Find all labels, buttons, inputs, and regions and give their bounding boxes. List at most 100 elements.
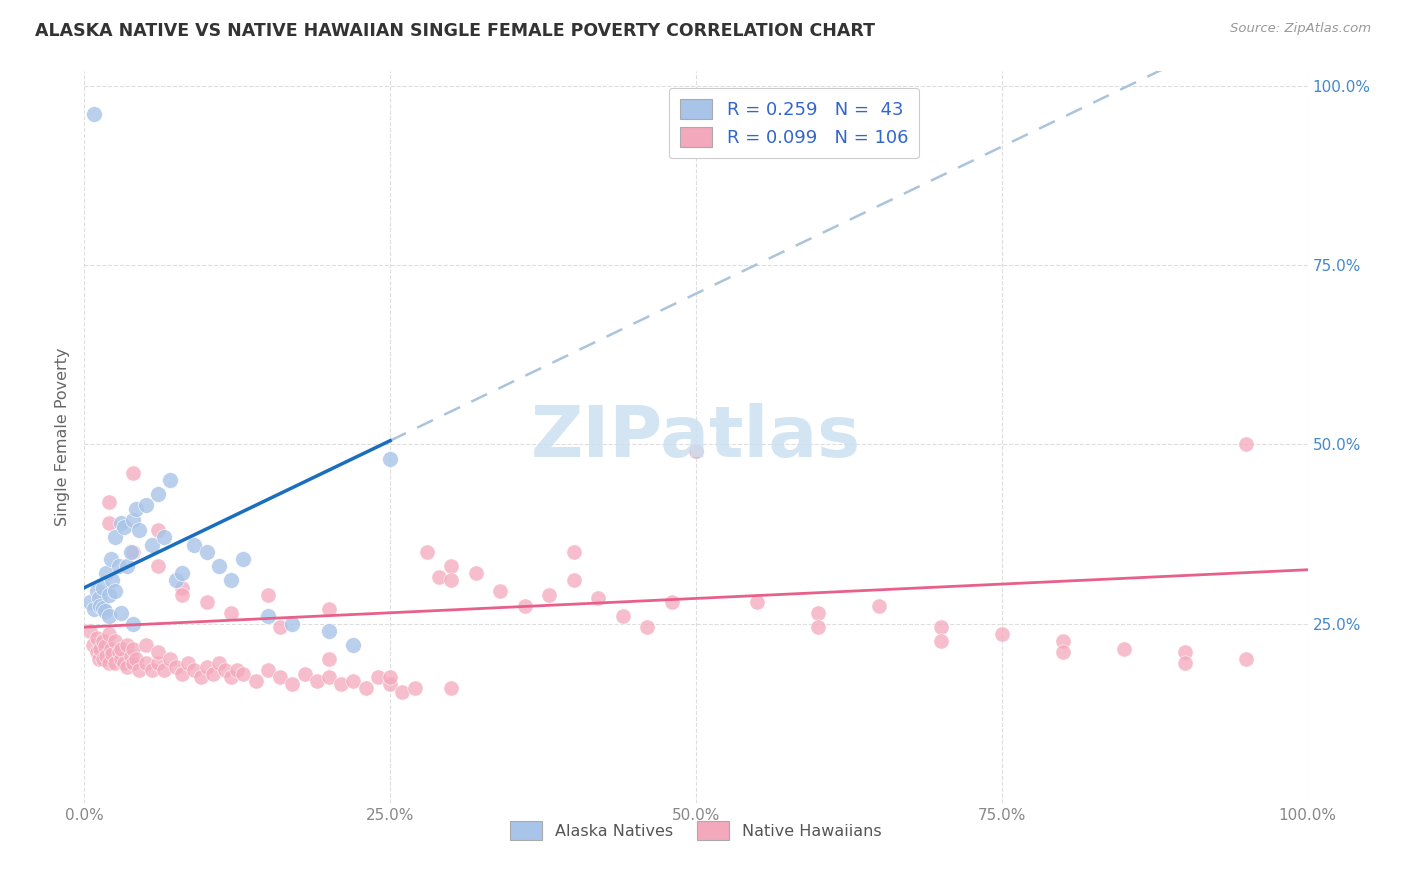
Point (172, 566, 194, 581)
Point (146, 524, 169, 538)
Point (195, 659, 218, 673)
Point (172, 666, 194, 681)
Point (172, 581, 194, 595)
Point (153, 663, 176, 677)
Point (128, 663, 150, 677)
Point (208, 656, 231, 670)
Point (94, 604, 117, 618)
Point (219, 606, 242, 620)
Point (110, 641, 132, 656)
Point (232, 666, 254, 681)
Point (141, 538, 163, 552)
Point (101, 647, 124, 661)
Point (380, 451, 402, 466)
Point (112, 519, 135, 533)
Point (318, 624, 340, 638)
Point (219, 670, 242, 684)
Point (86, 584, 108, 599)
Point (685, 444, 707, 458)
Point (380, 677, 402, 691)
Y-axis label: Single Female Poverty: Single Female Poverty (55, 348, 70, 526)
Point (107, 645, 129, 659)
Legend: Alaska Natives, Native Hawaiians: Alaska Natives, Native Hawaiians (503, 814, 889, 846)
Point (128, 524, 150, 538)
Point (110, 652, 132, 666)
Point (330, 677, 353, 691)
Point (96, 566, 118, 581)
Point (342, 638, 364, 652)
Point (122, 641, 145, 656)
Point (489, 584, 512, 599)
Point (226, 663, 249, 677)
Point (562, 545, 585, 559)
Point (89, 599, 111, 613)
Point (122, 512, 145, 526)
Point (122, 466, 145, 480)
Point (219, 574, 242, 588)
Point (807, 606, 830, 620)
Point (281, 677, 304, 691)
Point (86, 645, 108, 659)
Point (104, 531, 127, 545)
Point (125, 501, 148, 516)
Point (79, 624, 101, 638)
Point (91, 652, 114, 666)
Point (929, 620, 952, 634)
Point (97, 627, 120, 641)
Point (115, 559, 138, 574)
Point (91, 634, 114, 648)
Point (440, 681, 463, 695)
Point (79, 595, 101, 609)
Point (1236, 652, 1258, 666)
Point (747, 595, 769, 609)
Point (464, 566, 486, 581)
Point (807, 620, 830, 634)
Point (201, 666, 224, 681)
Point (380, 670, 402, 684)
Point (427, 570, 450, 584)
Point (100, 552, 122, 566)
Point (183, 663, 205, 677)
Point (172, 588, 194, 602)
Point (146, 559, 169, 574)
Point (1052, 634, 1074, 648)
Point (208, 559, 231, 574)
Point (122, 616, 145, 631)
Point (91, 600, 114, 615)
Point (183, 538, 205, 552)
Point (100, 641, 122, 656)
Point (97, 609, 120, 624)
Point (195, 595, 218, 609)
Point (89, 641, 111, 656)
Point (562, 574, 585, 588)
Point (146, 645, 169, 659)
Point (391, 684, 413, 698)
Point (91, 581, 114, 595)
Text: ALASKA NATIVE VS NATIVE HAWAIIAN SINGLE FEMALE POVERTY CORRELATION CHART: ALASKA NATIVE VS NATIVE HAWAIIAN SINGLE … (35, 22, 875, 40)
Point (135, 656, 157, 670)
Point (135, 638, 157, 652)
Point (86, 631, 108, 645)
Text: Source: ZipAtlas.com: Source: ZipAtlas.com (1230, 22, 1371, 36)
Point (120, 545, 142, 559)
Point (318, 602, 340, 616)
Point (869, 599, 891, 613)
Point (195, 545, 218, 559)
Point (367, 670, 389, 684)
Point (305, 673, 328, 688)
Point (165, 574, 187, 588)
Point (97, 494, 120, 508)
Point (513, 599, 536, 613)
Point (104, 656, 127, 670)
Point (232, 552, 254, 566)
Point (538, 588, 561, 602)
Point (190, 670, 212, 684)
Point (318, 670, 340, 684)
Point (636, 620, 658, 634)
Point (612, 609, 634, 624)
Point (104, 584, 127, 599)
Point (87, 591, 110, 606)
Point (153, 531, 176, 545)
Point (281, 616, 304, 631)
Point (269, 620, 291, 634)
